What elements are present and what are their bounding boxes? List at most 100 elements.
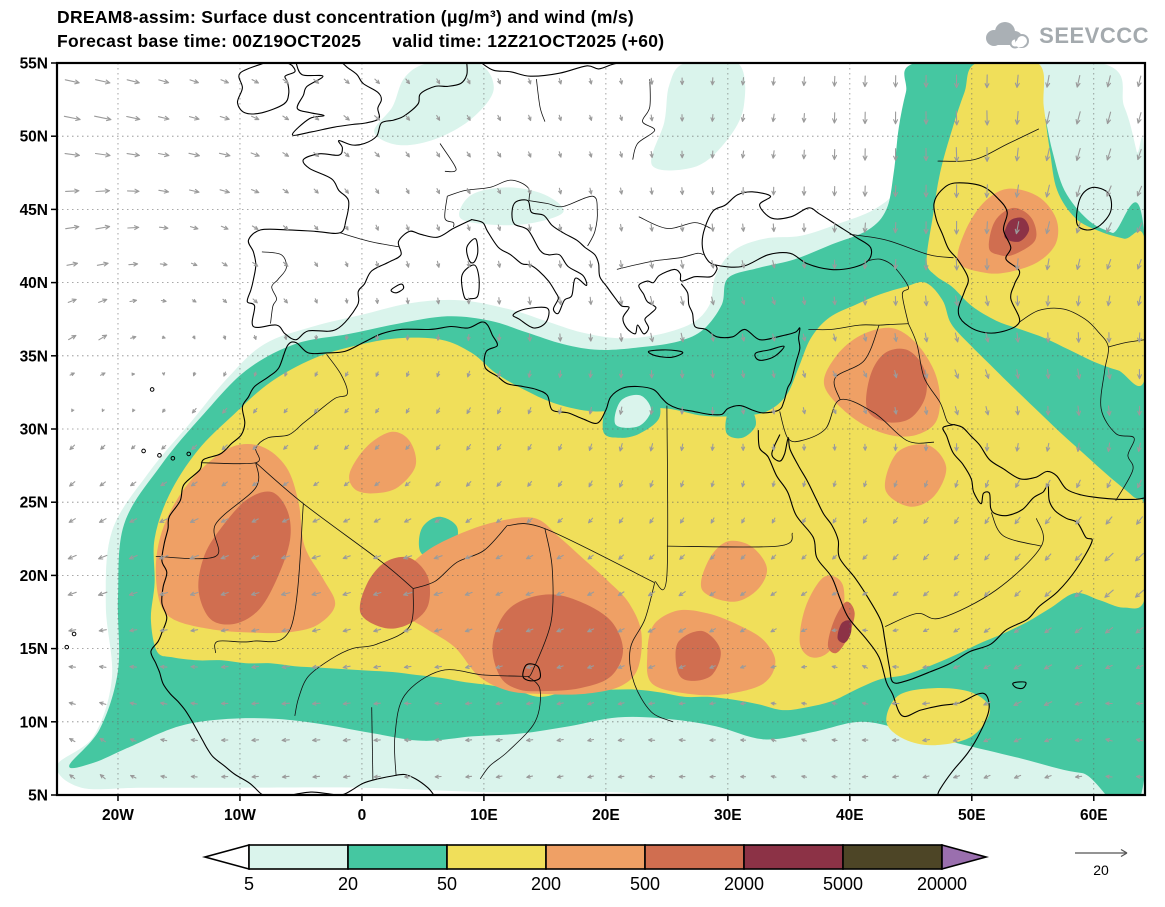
dust-region-cyan-europe-e xyxy=(651,63,746,171)
coastline-black-sea xyxy=(701,191,873,271)
dust-region-red-sudan xyxy=(675,630,721,681)
country-border xyxy=(413,525,508,589)
country-border xyxy=(439,143,457,173)
country-border xyxy=(214,503,304,654)
legend-boundary-label: 5000 xyxy=(823,874,863,894)
dust-region-yellow-horn xyxy=(886,687,991,746)
lat-tick-label: 10N xyxy=(20,714,48,731)
coastline-guinea-coast xyxy=(290,773,435,795)
country-border xyxy=(507,523,655,584)
legend-boundary-label: 200 xyxy=(531,874,561,894)
lon-tick-label: 10E xyxy=(470,807,498,824)
coastline-caspian-sea xyxy=(933,182,1021,334)
country-border xyxy=(808,323,909,331)
dust-region-orange-algeria xyxy=(349,431,417,494)
legend-boundary-label: 20 xyxy=(338,874,358,894)
coastline-socotra xyxy=(1012,681,1027,690)
coastlines-and-borders xyxy=(64,63,1145,795)
coastline-mallorca xyxy=(390,283,405,294)
coastline-arabia xyxy=(771,424,1093,684)
lat-tick-label: 40N xyxy=(20,275,48,292)
wind-vectors xyxy=(63,74,1145,780)
lat-tick-label: 5N xyxy=(28,788,48,805)
coastline-corsica xyxy=(466,238,479,264)
lon-tick-label: 50E xyxy=(958,807,986,824)
country-border xyxy=(339,232,399,248)
dust-region-maroon-eritrea xyxy=(837,620,852,643)
lat-tick-label: 35N xyxy=(20,348,48,365)
country-border xyxy=(666,532,793,548)
coastline-britain xyxy=(291,63,382,136)
map-gridlines xyxy=(57,63,1145,795)
lon-tick-label: 30E xyxy=(714,807,742,824)
country-border xyxy=(908,323,955,425)
country-border xyxy=(849,233,954,259)
island-dot xyxy=(71,631,77,637)
country-border xyxy=(868,258,909,324)
coastline-ireland xyxy=(236,63,296,115)
country-border xyxy=(394,669,528,777)
coastline-lake-chad xyxy=(522,663,541,682)
legend-cell xyxy=(248,844,349,870)
legend-triangle-high xyxy=(941,843,990,871)
wind-reference-arrow xyxy=(1075,848,1128,858)
country-border xyxy=(371,707,374,781)
lat-tick-label: 45N xyxy=(20,202,48,219)
coastline-iran-gulf-coast xyxy=(953,424,1145,500)
cloud-icon xyxy=(986,22,1030,49)
dust-region-red-mali-niger xyxy=(359,556,431,629)
chart-subtitle: Forecast base time: 00Z19OCT2025 valid t… xyxy=(57,31,665,51)
coastline-turkey-levant-north-africa xyxy=(150,283,801,795)
coastline-crete xyxy=(647,349,684,358)
island-dot xyxy=(149,387,155,392)
wind-arrow-field xyxy=(63,74,1145,780)
lon-tick-label: 0 xyxy=(358,807,367,824)
coastline-baltic-south xyxy=(480,63,619,77)
coastline-sardinia xyxy=(460,264,480,301)
legend-cell xyxy=(842,844,943,870)
island-dot xyxy=(170,455,176,461)
logo-text: SEEVCCC xyxy=(1039,23,1149,48)
coastline-europe-atlantic xyxy=(246,63,473,341)
island-dot xyxy=(157,453,162,458)
legend-boundary-label: 500 xyxy=(630,874,660,894)
legend-boundary-label: 50 xyxy=(437,874,457,894)
country-border xyxy=(479,676,541,780)
legend-cell xyxy=(743,844,844,870)
legend-cell xyxy=(446,844,547,870)
lon-tick-label: 40E xyxy=(836,807,864,824)
legend-boundary-label: 5 xyxy=(244,874,254,894)
legend-boundary-label: 20000 xyxy=(917,874,967,894)
country-border xyxy=(536,79,546,122)
legend-cell xyxy=(644,844,745,870)
legend-triangle-low xyxy=(201,843,250,871)
axis-labels: 55N 50N 45N 40N 35N 30N 25N 20N 15N 10N 5N 20W 10W 0 1… xyxy=(20,56,1108,825)
country-border xyxy=(261,251,287,324)
country-border xyxy=(779,398,935,444)
dust-region-orange-arabia xyxy=(884,444,947,507)
lat-tick-label: 20N xyxy=(20,568,48,585)
wind-reference-label: 20 xyxy=(1093,862,1109,878)
country-border xyxy=(990,512,1042,547)
country-border xyxy=(616,252,704,270)
island-dot xyxy=(141,448,146,454)
lon-tick-label: 10W xyxy=(224,807,256,824)
country-border xyxy=(1019,307,1135,501)
island-dot xyxy=(64,644,70,650)
chart-title: DREAM8-assim: Surface dust concentration… xyxy=(57,7,635,27)
color-legend: 5 20 50 200 500 2000 5000 20000 xyxy=(201,843,990,894)
wind-reference: 20 xyxy=(1075,848,1128,878)
country-border xyxy=(638,216,711,229)
lat-tick-label: 50N xyxy=(20,129,48,146)
country-border xyxy=(632,79,656,160)
country-border xyxy=(629,582,674,723)
dust-region-cyan-cyrenaica xyxy=(614,394,652,428)
lat-tick-label: 25N xyxy=(20,495,48,512)
lat-tick-label: 55N xyxy=(20,56,48,73)
country-border xyxy=(654,405,669,591)
country-border xyxy=(294,588,414,716)
coastline-red-sea-africa-horn xyxy=(757,429,990,795)
country-border xyxy=(255,462,414,589)
